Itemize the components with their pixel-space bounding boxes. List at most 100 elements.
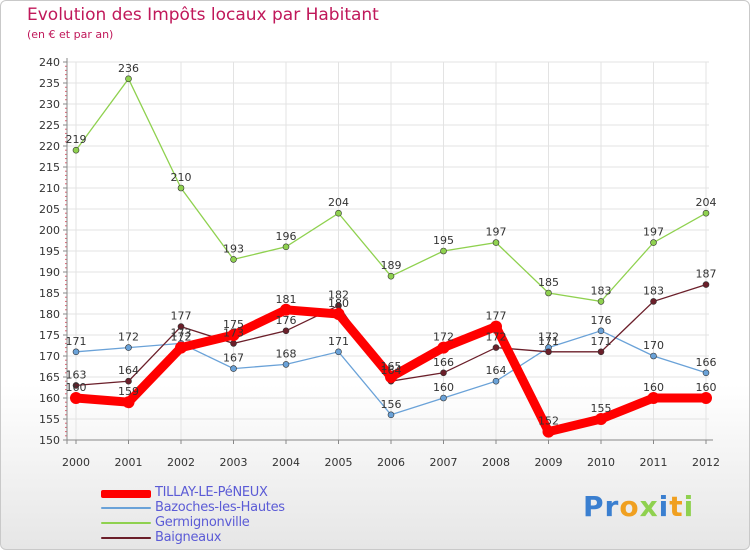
data-label: 177 xyxy=(171,310,192,323)
data-label: 167 xyxy=(223,352,244,365)
y-tick-label: 205 xyxy=(39,203,60,216)
proxiti-logo: Proxiti xyxy=(583,490,694,523)
data-point-tillay xyxy=(490,320,502,333)
data-point-bazoches xyxy=(282,361,290,368)
data-label: 160 xyxy=(433,381,454,394)
data-point-baigneaux xyxy=(650,298,657,305)
legend-label-tillay: TILLAY-LE-PéNEUX xyxy=(155,485,268,500)
legend-swatch-bazoches xyxy=(101,507,151,509)
data-label: 176 xyxy=(591,314,612,327)
data-point-tillay xyxy=(542,425,555,438)
data-point-baigneaux xyxy=(492,344,500,351)
data-point-tillay xyxy=(70,392,82,404)
data-label: 172 xyxy=(118,331,139,344)
series-layer xyxy=(70,75,712,438)
y-tick-label: 195 xyxy=(39,245,60,258)
data-label: 166 xyxy=(696,356,717,369)
data-label: 171 xyxy=(328,335,349,348)
y-tick-label: 235 xyxy=(39,77,60,90)
data-point-bazoches xyxy=(702,369,710,377)
data-point-germignonville xyxy=(545,289,552,297)
data-point-bazoches xyxy=(440,394,447,402)
x-tick-label: 2002 xyxy=(167,456,195,469)
data-label: 187 xyxy=(696,268,717,281)
data-point-germignonville xyxy=(597,298,605,305)
y-tick-label: 210 xyxy=(39,182,60,195)
y-tick-label: 165 xyxy=(39,371,60,384)
data-label: 180 xyxy=(328,297,349,310)
x-tick-label: 2010 xyxy=(587,456,615,469)
x-tick-label: 2008 xyxy=(482,456,510,469)
y-tick-label: 225 xyxy=(39,119,60,132)
data-label: 219 xyxy=(66,133,87,146)
grid-layer xyxy=(67,61,709,441)
x-tick-label: 2006 xyxy=(377,456,405,469)
data-label: 189 xyxy=(381,259,402,272)
y-tick-label: 190 xyxy=(39,266,60,279)
logo-letter: i xyxy=(683,490,695,523)
data-point-germignonville xyxy=(177,184,185,192)
data-label: 204 xyxy=(328,196,349,209)
x-tick-label: 2005 xyxy=(325,456,353,469)
data-point-tillay xyxy=(175,341,187,354)
x-tick-label: 2011 xyxy=(640,456,668,469)
data-label: 172 xyxy=(486,331,507,344)
data-point-germignonville xyxy=(125,75,132,83)
data-point-baigneaux xyxy=(282,327,290,335)
legend-swatch-baigneaux xyxy=(101,537,151,539)
legend-label-germignonville: Germignonville xyxy=(155,515,250,530)
data-label: 170 xyxy=(643,339,664,352)
data-point-bazoches xyxy=(230,365,237,372)
data-label: 166 xyxy=(433,356,454,369)
data-label: 165 xyxy=(381,360,402,373)
logo-letter: i xyxy=(658,490,670,523)
data-label: 163 xyxy=(66,368,87,381)
data-label: 204 xyxy=(696,196,717,209)
data-point-baigneaux xyxy=(545,348,552,356)
data-point-tillay xyxy=(280,303,292,316)
data-label: 195 xyxy=(433,234,454,247)
data-label: 197 xyxy=(643,226,664,239)
data-point-baigneaux xyxy=(597,348,605,356)
y-tick-label: 230 xyxy=(39,98,60,111)
data-point-germignonville xyxy=(335,209,342,217)
axis-layer: 150 155 160 165 170 175 180 185 190 195 200 205 210 2… xyxy=(39,56,720,469)
legend-item: Germignonville xyxy=(101,515,401,531)
data-point-tillay xyxy=(332,308,345,320)
data-point-tillay xyxy=(700,392,712,404)
y-tick-label: 240 xyxy=(39,56,60,69)
y-tick-label: 160 xyxy=(39,392,60,405)
logo-letter: r xyxy=(604,490,620,523)
data-point-tillay xyxy=(647,392,660,404)
y-tick-label: 175 xyxy=(39,329,60,342)
y-tick-label: 220 xyxy=(39,140,60,153)
x-tick-label: 2001 xyxy=(115,456,143,469)
legend-label-bazoches: Bazoches-les-Hautes xyxy=(155,500,285,515)
data-label: 185 xyxy=(538,276,559,289)
data-point-germignonville xyxy=(387,272,395,280)
y-tick-label: 200 xyxy=(39,224,60,237)
y-tick-label: 185 xyxy=(39,287,60,300)
data-point-germignonville xyxy=(230,256,237,263)
data-label: 181 xyxy=(276,293,297,306)
legend-swatch-germignonville xyxy=(101,522,151,524)
chart-title: Evolution des Impôts locaux par Habitant xyxy=(27,5,379,25)
data-point-baigneaux xyxy=(72,382,80,389)
legend-swatch-tillay xyxy=(101,490,151,498)
data-point-tillay xyxy=(227,329,240,341)
data-label: 193 xyxy=(223,242,244,255)
legend: TILLAY-LE-PéNEUX Bazoches-les-Hautes Ger… xyxy=(101,485,401,546)
data-label: 175 xyxy=(223,318,244,331)
data-point-baigneaux xyxy=(440,369,447,377)
data-point-bazoches xyxy=(492,377,500,385)
data-point-germignonville xyxy=(492,239,500,246)
data-label: 172 xyxy=(171,331,192,344)
logo-letter: t xyxy=(669,490,684,523)
data-point-germignonville xyxy=(440,247,447,255)
data-point-baigneaux xyxy=(230,340,237,347)
y-tick-label: 150 xyxy=(39,434,60,447)
y-tick-label: 155 xyxy=(39,413,60,426)
data-point-bazoches xyxy=(72,348,80,356)
logo-letter: o xyxy=(619,490,640,523)
